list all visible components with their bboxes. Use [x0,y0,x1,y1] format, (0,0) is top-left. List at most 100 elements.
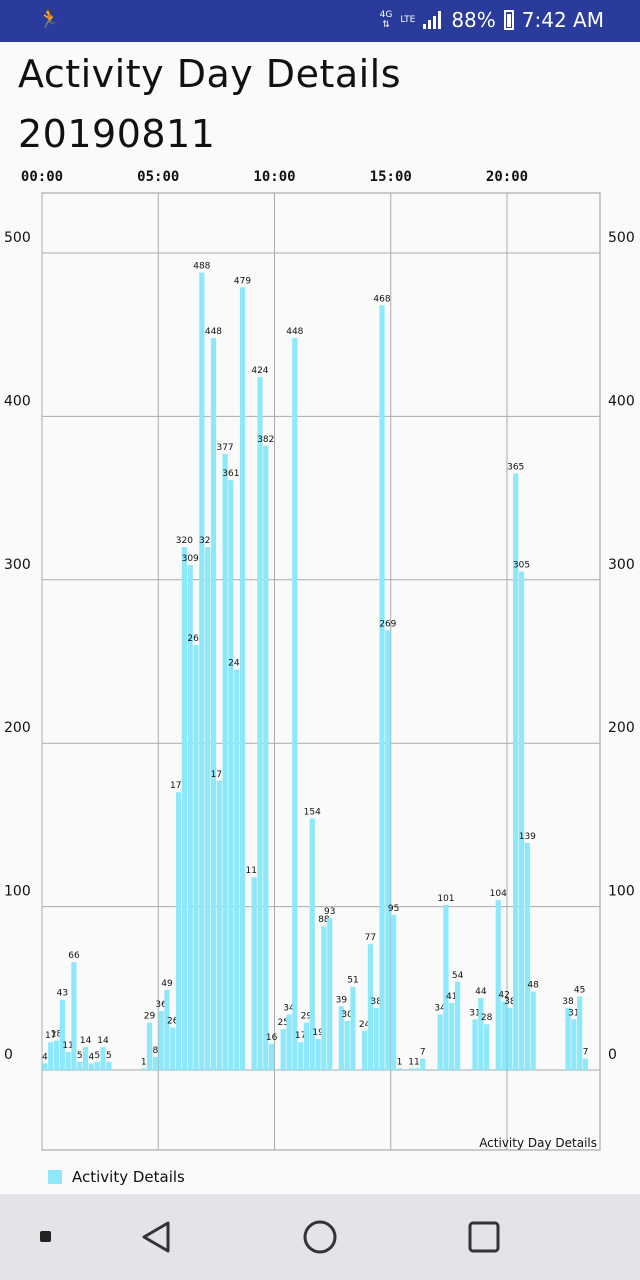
bar [373,1007,379,1070]
bar [478,998,484,1070]
bar-value-label: 5 [77,1051,83,1061]
bar-value-label: 448 [286,327,303,337]
bar-value-label: 48 [527,981,539,991]
bar-value-label: 5 [106,1051,112,1061]
legend-label: Activity Details [72,1168,185,1186]
bar-value-label: 51 [347,976,358,986]
bar [146,1022,153,1070]
bar-value-label: 19 [312,1028,324,1038]
bar [309,818,315,1070]
y-tick-label-right: 400 [608,393,635,409]
bar-value-label: 7 [583,1048,589,1058]
bar [175,792,182,1070]
bar-value-label: 139 [519,832,536,842]
bar-value-label: 36 [155,1000,167,1010]
bar [292,337,298,1070]
bar [379,305,385,1071]
bar [385,630,391,1070]
bar [414,1068,420,1070]
bar [268,1043,275,1070]
network-indicator: 4G ⇅ [380,10,393,30]
bar [199,272,205,1070]
bar [170,1027,176,1070]
bar-value-label: 177 [211,770,228,780]
bar-value-label: 26 [167,1017,179,1027]
bar-value-label: 8 [152,1046,158,1056]
bar-value-label: 1 [414,1057,420,1067]
y-tick-label-right: 300 [608,557,635,573]
home-button[interactable] [280,1194,360,1280]
bar [350,986,356,1070]
bar-value-label: 29 [144,1012,156,1022]
y-tick-label-left: 500 [4,230,31,246]
bar [298,1042,304,1070]
bar [303,1022,310,1070]
bar [495,900,501,1070]
bar-value-label: 24 [359,1020,371,1030]
bar [530,991,536,1070]
bar-value-label: 320 [199,536,216,546]
bar-value-label: 17 [295,1031,306,1041]
clock: 7:42 AM [521,8,604,32]
bar-value-label: 17 [45,1031,56,1041]
bar [251,877,257,1070]
bar [420,1058,426,1070]
bar [327,918,333,1070]
bar-value-label: 104 [490,889,507,899]
bar [408,1068,414,1070]
bar [59,999,65,1070]
bar [141,1068,147,1070]
data-arrows-icon: ⇅ [382,20,390,30]
bar [524,842,530,1070]
bar-value-label: 309 [182,554,199,564]
signal-icon [423,11,443,29]
bar [82,1047,89,1070]
bar [577,996,583,1070]
overview-button[interactable] [444,1194,524,1280]
bar-value-label: 95 [388,904,399,914]
back-button[interactable] [116,1194,196,1280]
bar-value-label: 305 [513,561,530,571]
bar [286,1014,292,1070]
bar-value-label: 93 [324,907,335,917]
bar [513,473,519,1071]
bar [565,1007,571,1070]
bar-value-label: 18 [51,1030,63,1040]
bar-value-label: 7 [420,1048,426,1058]
bar [106,1061,112,1070]
bar [507,1007,513,1070]
network-type: 4G [379,10,393,20]
x-tick-label: 05:00 [137,169,179,185]
chart-description: Activity Day Details [479,1136,597,1150]
y-tick-label-right: 500 [608,230,635,246]
bar [77,1061,83,1070]
y-tick-label-left: 200 [4,720,31,736]
bar-value-label: 377 [216,443,233,453]
bar [257,377,263,1070]
bar [443,904,449,1070]
overview-icon [468,1221,500,1253]
recent-apps-dot-button[interactable] [6,1194,86,1280]
y-tick-label-right: 0 [608,1047,617,1063]
activity-bar-chart: 0 0 100 100 200 200 300 300 400 400 500 500 00:00 05:… [4,169,635,1151]
bar-value-label: 39 [336,995,348,1005]
bar [472,1019,478,1070]
bar-value-label: 4 [89,1052,95,1062]
bar-value-label: 118 [246,866,263,876]
bar-value-label: 88 [318,915,330,925]
bar-value-label: 45 [574,985,585,995]
y-tick-label-left: 300 [4,557,31,573]
bar-value-label: 154 [304,807,321,817]
bar-value-label: 4 [42,1052,48,1062]
bar-value-label: 42 [498,990,509,1000]
bar-value-label: 28 [481,1013,493,1023]
bar-value-label: 361 [222,469,239,479]
bar [321,926,327,1070]
status-bar: 🏃 4G ⇅ LTE 88% 7:42 AM [0,0,640,42]
bar [582,1058,589,1070]
bar [239,287,246,1071]
bar-value-label: 29 [301,1012,313,1022]
page-title: Activity Day Details [18,52,402,96]
bar-value-label: 269 [379,619,396,629]
bar-value-label: 34 [283,1003,295,1013]
